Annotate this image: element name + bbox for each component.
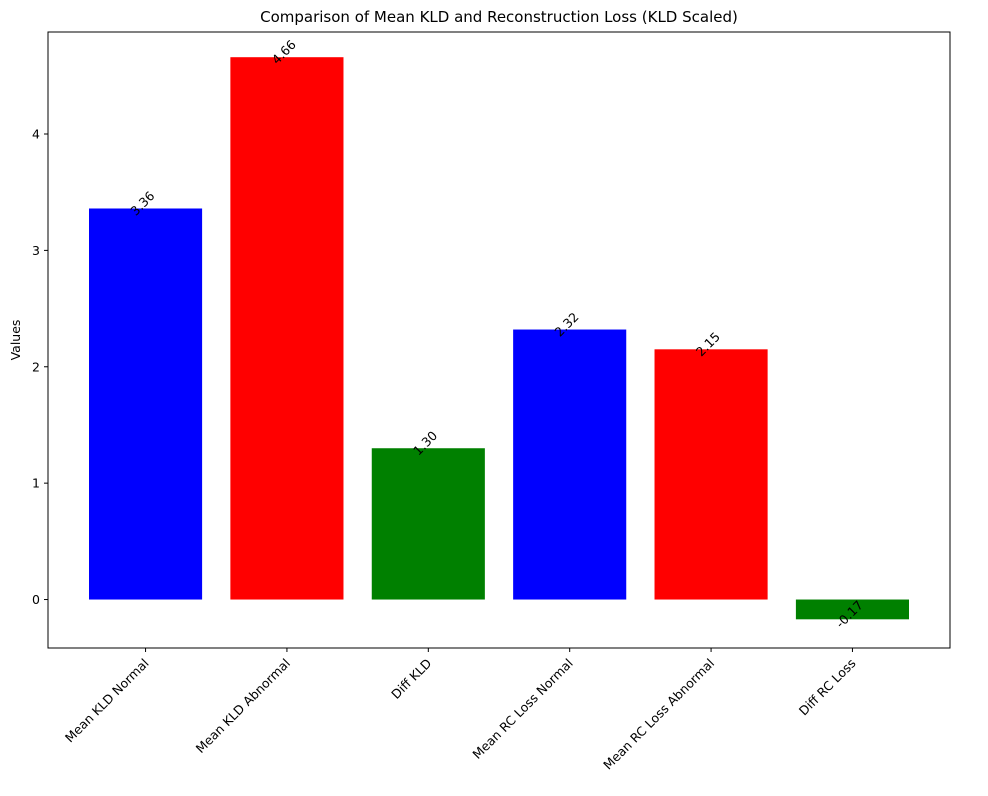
x-axis: Mean KLD Normal Mean KLD Abnormal Diff KLD… [62,648,859,773]
x-tick-label: Mean RC Loss Normal [469,656,575,762]
y-tick-label: 0 [32,592,40,607]
bar-5 [654,349,768,600]
bar-2 [230,57,344,600]
bar-6 [795,599,909,620]
x-tick-label: Mean KLD Abnormal [193,656,293,756]
x-tick-label: Diff KLD [388,656,434,702]
y-tick-label: 4 [32,127,40,142]
y-tick-label: 1 [32,476,40,491]
bars-group [89,57,909,620]
x-tick-label: Mean KLD Normal [62,656,152,746]
plot-frame [47,31,951,649]
y-axis-label: Values [8,320,23,361]
bar-4 [513,329,627,600]
x-tick-label: Diff RC Loss [796,656,859,719]
y-tick-label: 2 [32,359,40,374]
bar-1 [89,208,203,600]
y-axis: 0 1 2 3 4 [32,127,48,607]
y-tick-label: 3 [32,243,40,258]
chart-title: Comparison of Mean KLD and Reconstructio… [260,8,738,26]
bar-3 [371,448,485,600]
x-tick-label: Mean RC Loss Abnormal [600,656,717,773]
